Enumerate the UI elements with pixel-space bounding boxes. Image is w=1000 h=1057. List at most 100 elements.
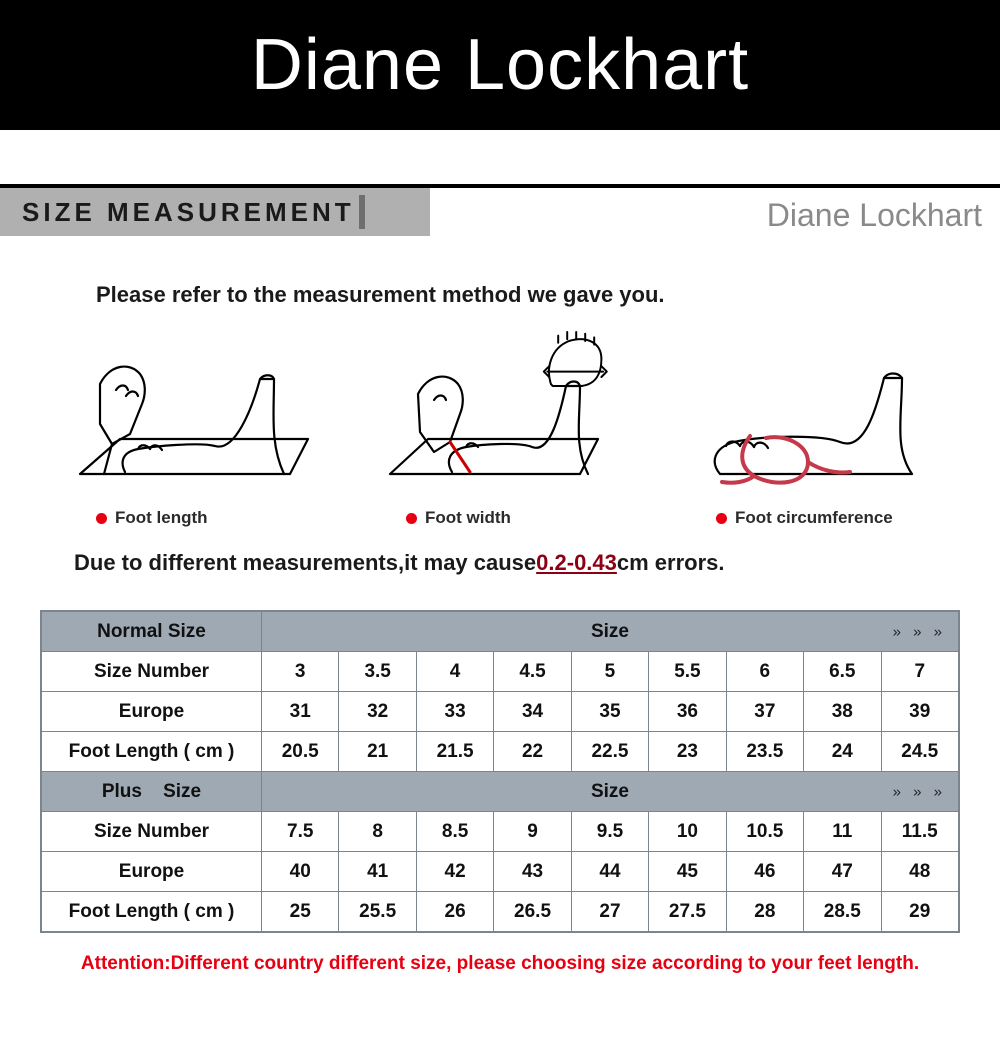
note-prefix: Due to different measurements,it may cau… [74, 550, 536, 575]
foot-length-icon [60, 324, 320, 504]
size-cell: 40 [262, 852, 339, 892]
size-cell: 21.5 [416, 732, 493, 772]
size-cell: 8 [339, 812, 416, 852]
size-cell: 9.5 [571, 812, 648, 852]
size-cell: 4.5 [494, 652, 571, 692]
size-cell: 41 [339, 852, 416, 892]
table-section-title: Plus Size [42, 772, 262, 812]
size-cell: 21 [339, 732, 416, 772]
size-cell: 27 [571, 892, 648, 932]
size-cell: 11 [804, 812, 881, 852]
diagram-foot-width: Foot width [350, 324, 650, 528]
size-cell: 29 [881, 892, 959, 932]
diagram-foot-circumference: Foot circumference [660, 324, 960, 528]
row-label: Foot Length ( cm ) [42, 732, 262, 772]
bullet-icon [406, 513, 417, 524]
size-cell: 32 [339, 692, 416, 732]
table-row: Size Number7.588.599.51010.51111.5 [42, 812, 959, 852]
note-error-range: 0.2-0.43 [536, 550, 617, 575]
size-cell: 36 [649, 692, 726, 732]
foot-circumference-icon [680, 324, 940, 504]
table-section-title: Normal Size [42, 612, 262, 652]
brand-subtitle: Diane Lockhart [430, 188, 1000, 236]
error-note: Due to different measurements,it may cau… [0, 528, 1000, 576]
size-cell: 31 [262, 692, 339, 732]
table-size-header: Size» » » [262, 772, 959, 812]
row-label: Size Number [42, 652, 262, 692]
bullet-icon [716, 513, 727, 524]
row-label: Foot Length ( cm ) [42, 892, 262, 932]
size-cell: 28.5 [804, 892, 881, 932]
size-cell: 39 [881, 692, 959, 732]
size-cell: 42 [416, 852, 493, 892]
size-table: Normal SizeSize» » »Size Number33.544.55… [40, 610, 960, 933]
size-cell: 5.5 [649, 652, 726, 692]
row-label: Size Number [42, 812, 262, 852]
size-cell: 38 [804, 692, 881, 732]
foot-width-icon [370, 324, 630, 504]
table-row: Europe404142434445464748 [42, 852, 959, 892]
section-label: SIZE MEASUREMENT [0, 197, 355, 228]
table-row: Size Number33.544.555.566.57 [42, 652, 959, 692]
arrows-icon: » » » [893, 783, 946, 800]
section-header: SIZE MEASUREMENT Diane Lockhart [0, 184, 1000, 236]
size-cell: 9 [494, 812, 571, 852]
caption-label: Foot width [425, 508, 511, 528]
table-header-row: Normal SizeSize» » » [42, 612, 959, 652]
size-cell: 23 [649, 732, 726, 772]
size-cell: 4 [416, 652, 493, 692]
caption-foot-circumference: Foot circumference [700, 508, 893, 528]
size-cell: 6 [726, 652, 803, 692]
size-cell: 10 [649, 812, 726, 852]
size-cell: 33 [416, 692, 493, 732]
table-size-header: Size» » » [262, 612, 959, 652]
size-cell: 24.5 [881, 732, 959, 772]
size-cell: 6.5 [804, 652, 881, 692]
size-cell: 22.5 [571, 732, 648, 772]
size-cell: 7 [881, 652, 959, 692]
size-cell: 10.5 [726, 812, 803, 852]
size-cell: 3.5 [339, 652, 416, 692]
size-cell: 3 [262, 652, 339, 692]
section-label-wrap: SIZE MEASUREMENT [0, 188, 430, 236]
size-cell: 44 [571, 852, 648, 892]
size-cell: 37 [726, 692, 803, 732]
size-cell: 25.5 [339, 892, 416, 932]
brand-title: Diane Lockhart [251, 24, 749, 106]
table-row: Foot Length ( cm )20.52121.52222.52323.5… [42, 732, 959, 772]
divider-icon [359, 195, 365, 229]
size-cell: 22 [494, 732, 571, 772]
size-cell: 46 [726, 852, 803, 892]
row-label: Europe [42, 692, 262, 732]
size-cell: 11.5 [881, 812, 959, 852]
size-cell: 48 [881, 852, 959, 892]
size-cell: 34 [494, 692, 571, 732]
size-cell: 7.5 [262, 812, 339, 852]
bullet-icon [96, 513, 107, 524]
table-row: Europe313233343536373839 [42, 692, 959, 732]
table-row: Foot Length ( cm )2525.52626.52727.52828… [42, 892, 959, 932]
size-cell: 5 [571, 652, 648, 692]
size-cell: 27.5 [649, 892, 726, 932]
size-cell: 28 [726, 892, 803, 932]
size-cell: 20.5 [262, 732, 339, 772]
size-cell: 45 [649, 852, 726, 892]
caption-foot-length: Foot length [80, 508, 208, 528]
caption-label: Foot circumference [735, 508, 893, 528]
row-label: Europe [42, 852, 262, 892]
size-cell: 23.5 [726, 732, 803, 772]
size-cell: 24 [804, 732, 881, 772]
size-cell: 43 [494, 852, 571, 892]
size-cell: 26.5 [494, 892, 571, 932]
size-cell: 47 [804, 852, 881, 892]
size-cell: 35 [571, 692, 648, 732]
attention-text: Attention:Different country different si… [0, 953, 1000, 975]
size-cell: 25 [262, 892, 339, 932]
diagram-foot-length: Foot length [40, 324, 340, 528]
intro-text: Please refer to the measurement method w… [0, 236, 1000, 308]
size-cell: 26 [416, 892, 493, 932]
caption-foot-width: Foot width [390, 508, 511, 528]
arrows-icon: » » » [893, 623, 946, 640]
measurement-diagrams: Foot length [0, 308, 1000, 528]
brand-banner: Diane Lockhart [0, 0, 1000, 130]
